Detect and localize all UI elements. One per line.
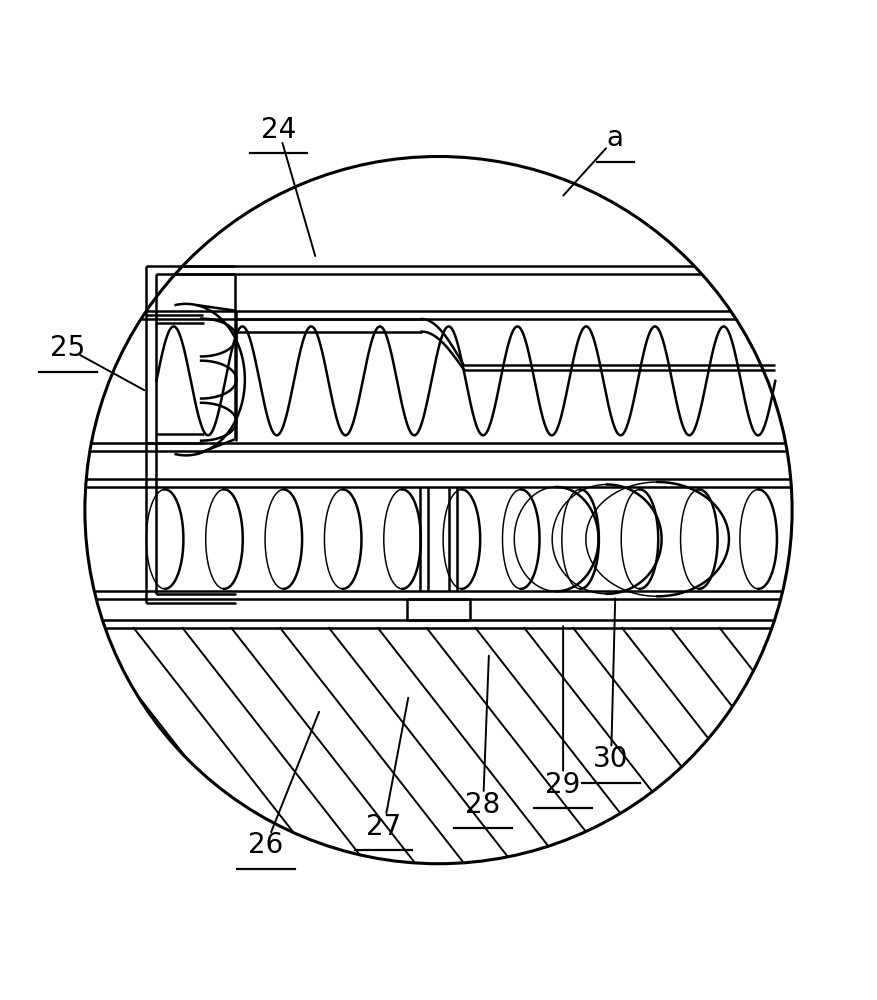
Text: 25: 25 [51,334,86,362]
Text: 28: 28 [466,791,501,819]
Text: 27: 27 [367,813,402,841]
Text: 26: 26 [248,831,283,859]
Text: a: a [607,124,624,152]
Text: 24: 24 [261,116,296,144]
Text: 30: 30 [594,745,629,773]
Text: 29: 29 [545,771,581,799]
